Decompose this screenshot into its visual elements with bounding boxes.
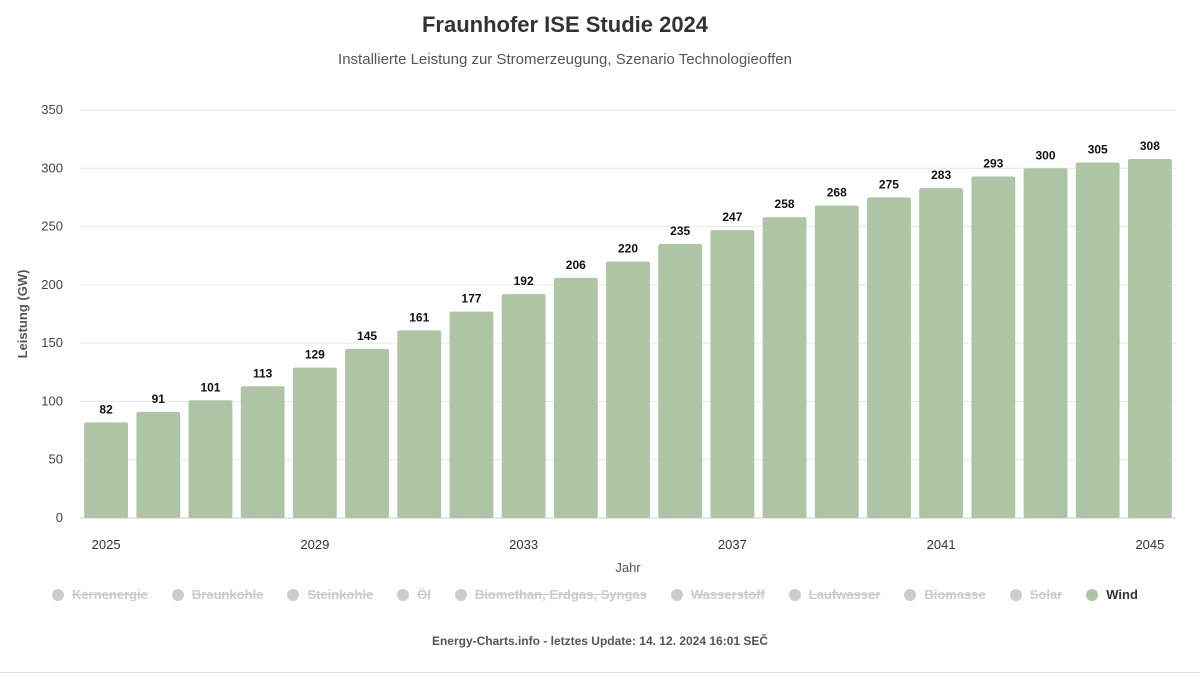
y-tick-label: 150 <box>41 335 63 350</box>
bar <box>762 217 807 518</box>
bar <box>449 311 494 518</box>
legend-dot-icon <box>1086 588 1099 601</box>
legend-dot-icon <box>904 588 917 601</box>
legend-dot-icon <box>788 588 801 601</box>
legend-label: Wind <box>1106 587 1138 602</box>
legend-dot-icon <box>397 588 410 601</box>
bar <box>1075 162 1120 518</box>
data-label: 305 <box>1088 142 1108 156</box>
data-label: 145 <box>357 329 377 343</box>
x-tick-label: 2029 <box>300 537 329 552</box>
bar <box>1023 168 1068 519</box>
x-axis-title: Jahr <box>615 560 641 575</box>
x-tick-label: 2033 <box>509 537 538 552</box>
legend-label: Laufwasser <box>808 587 881 602</box>
data-label: 161 <box>409 310 429 324</box>
legend-label: Öl <box>417 587 431 602</box>
legend-item-biomasse[interactable]: Biomasse <box>904 587 986 602</box>
chart-subtitle: Installierte Leistung zur Stromerzeugung… <box>338 51 792 68</box>
legend-dot-icon <box>1009 588 1022 601</box>
legend-item-wasserstoff[interactable]: Wasserstoff <box>670 587 765 602</box>
y-tick-label: 350 <box>41 102 63 117</box>
bar <box>867 197 911 518</box>
bar <box>971 176 1016 518</box>
bar <box>397 330 442 518</box>
data-label: 192 <box>514 274 534 288</box>
data-label: 275 <box>879 177 899 191</box>
legend-dot-icon <box>52 588 65 601</box>
data-label: 206 <box>566 258 586 272</box>
data-label: 177 <box>461 292 481 306</box>
data-label: 300 <box>1036 148 1056 162</box>
bar <box>1127 158 1172 518</box>
legend-label: Kernenergie <box>72 587 148 602</box>
legend-item-laufwasser[interactable]: Laufwasser <box>788 587 881 602</box>
bar <box>292 367 337 518</box>
y-axis-title: Leistung (GW) <box>15 270 30 359</box>
legend-item-braunkohle[interactable]: Braunkohle <box>171 587 264 602</box>
y-tick-label: 200 <box>41 277 63 292</box>
data-label: 129 <box>305 348 325 362</box>
data-label: 258 <box>775 197 795 211</box>
legend-dot-icon <box>171 588 184 601</box>
legend-item-biomethan[interactable]: Biomethan, Erdgas, Syngas <box>454 587 647 602</box>
legend-dot-icon <box>670 588 683 601</box>
bar-chart: 0 50 100 150 200 250 300 350 82 91 101 113 129 145 161… <box>15 102 1176 575</box>
legend-label: Biomasse <box>924 587 986 602</box>
legend-item-kernenergie[interactable]: Kernenergie <box>52 587 148 602</box>
legend-dot-icon <box>454 588 467 601</box>
data-label: 220 <box>618 242 638 256</box>
x-tick-label: 2045 <box>1135 537 1164 552</box>
y-tick-label: 250 <box>41 219 63 234</box>
legend-label: Biomethan, Erdgas, Syngas <box>474 587 647 602</box>
y-tick-label: 0 <box>56 510 63 525</box>
bar <box>553 277 598 518</box>
bar <box>814 205 859 519</box>
legend-label: Solar <box>1029 587 1063 602</box>
legend-item-oel[interactable]: Öl <box>397 587 431 602</box>
footer-credit[interactable]: Energy-Charts.info - letztes Update: 14.… <box>431 634 769 648</box>
chart-title: Fraunhofer ISE Studie 2024 <box>421 12 709 37</box>
y-tick-label: 100 <box>41 393 63 408</box>
data-label: 308 <box>1140 139 1160 153</box>
bar <box>136 411 181 518</box>
data-label: 91 <box>152 392 166 406</box>
data-label: 101 <box>200 380 220 394</box>
y-tick-label: 50 <box>49 452 63 467</box>
bar <box>240 386 285 518</box>
data-label: 293 <box>983 156 1003 170</box>
legend-label: Steinkohle <box>307 587 374 602</box>
bar <box>606 261 650 518</box>
divider <box>0 672 1200 673</box>
data-label: 268 <box>827 186 847 200</box>
bar <box>919 188 964 519</box>
data-label: 235 <box>670 224 690 238</box>
legend-label: Braunkohle <box>191 587 264 602</box>
legend-item-steinkohle[interactable]: Steinkohle <box>287 587 373 602</box>
legend-label: Wasserstoff <box>690 587 765 602</box>
data-label: 82 <box>99 402 113 416</box>
x-tick-label: 2037 <box>718 537 747 552</box>
bar <box>501 294 546 518</box>
legend-item-solar[interactable]: Solar <box>1009 587 1063 602</box>
legend-dot-icon <box>287 588 300 601</box>
y-tick-label: 300 <box>41 160 63 175</box>
data-label: 113 <box>253 366 273 380</box>
bar <box>188 400 233 518</box>
legend: Kernenergie Braunkohle Steinkohle Öl Bio… <box>40 587 1150 602</box>
bar <box>84 422 129 518</box>
bar <box>710 230 755 518</box>
data-label: 247 <box>722 210 742 224</box>
bar <box>345 348 389 518</box>
bar <box>658 244 703 519</box>
legend-item-wind[interactable]: Wind <box>1086 587 1138 602</box>
x-tick-label: 2041 <box>927 537 956 552</box>
x-tick-label: 2025 <box>92 537 121 552</box>
data-label: 283 <box>931 168 951 182</box>
